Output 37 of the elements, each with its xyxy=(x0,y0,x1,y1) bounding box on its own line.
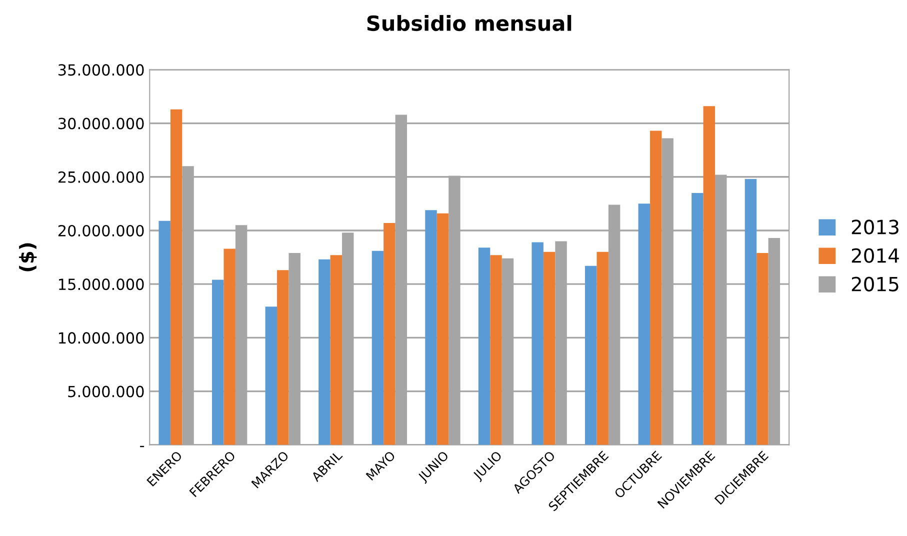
bar xyxy=(277,270,289,445)
bar xyxy=(330,255,342,445)
bar xyxy=(224,248,236,445)
bar xyxy=(478,248,490,445)
bar xyxy=(532,242,544,445)
bar xyxy=(425,210,437,445)
y-tick-label: 5.000.000 xyxy=(68,386,144,398)
bar xyxy=(212,280,224,445)
bar xyxy=(543,252,556,445)
bar xyxy=(384,222,396,445)
y-tick-label: 30.000.000 xyxy=(58,118,144,130)
bar xyxy=(596,252,608,445)
bar xyxy=(585,266,597,445)
bar xyxy=(372,250,384,445)
y-tick-label: 35.000.000 xyxy=(58,64,144,76)
bar xyxy=(756,252,768,445)
y-tick-label: - xyxy=(140,446,144,448)
bar xyxy=(490,255,502,445)
bar xyxy=(318,259,330,445)
bar xyxy=(158,220,170,445)
bar xyxy=(650,130,662,445)
legend-label: 2014 xyxy=(852,248,899,263)
bar xyxy=(692,192,704,445)
legend-label: 2013 xyxy=(852,220,898,234)
y-tick-label: 20.000.000 xyxy=(58,224,144,236)
y-axis-title: ($) xyxy=(19,243,37,272)
y-tick-label: 10.000.000 xyxy=(58,332,144,344)
bar xyxy=(703,106,716,445)
y-tick-label: 15.000.000 xyxy=(58,278,144,290)
bar xyxy=(744,179,757,445)
bar xyxy=(638,204,650,445)
legend-label: 2015 xyxy=(852,276,898,292)
y-tick-label: 25.000.000 xyxy=(58,171,144,183)
bar xyxy=(170,109,182,445)
chart-title: Subsidio mensual xyxy=(367,14,572,32)
bar xyxy=(436,213,449,445)
bar xyxy=(265,306,278,445)
